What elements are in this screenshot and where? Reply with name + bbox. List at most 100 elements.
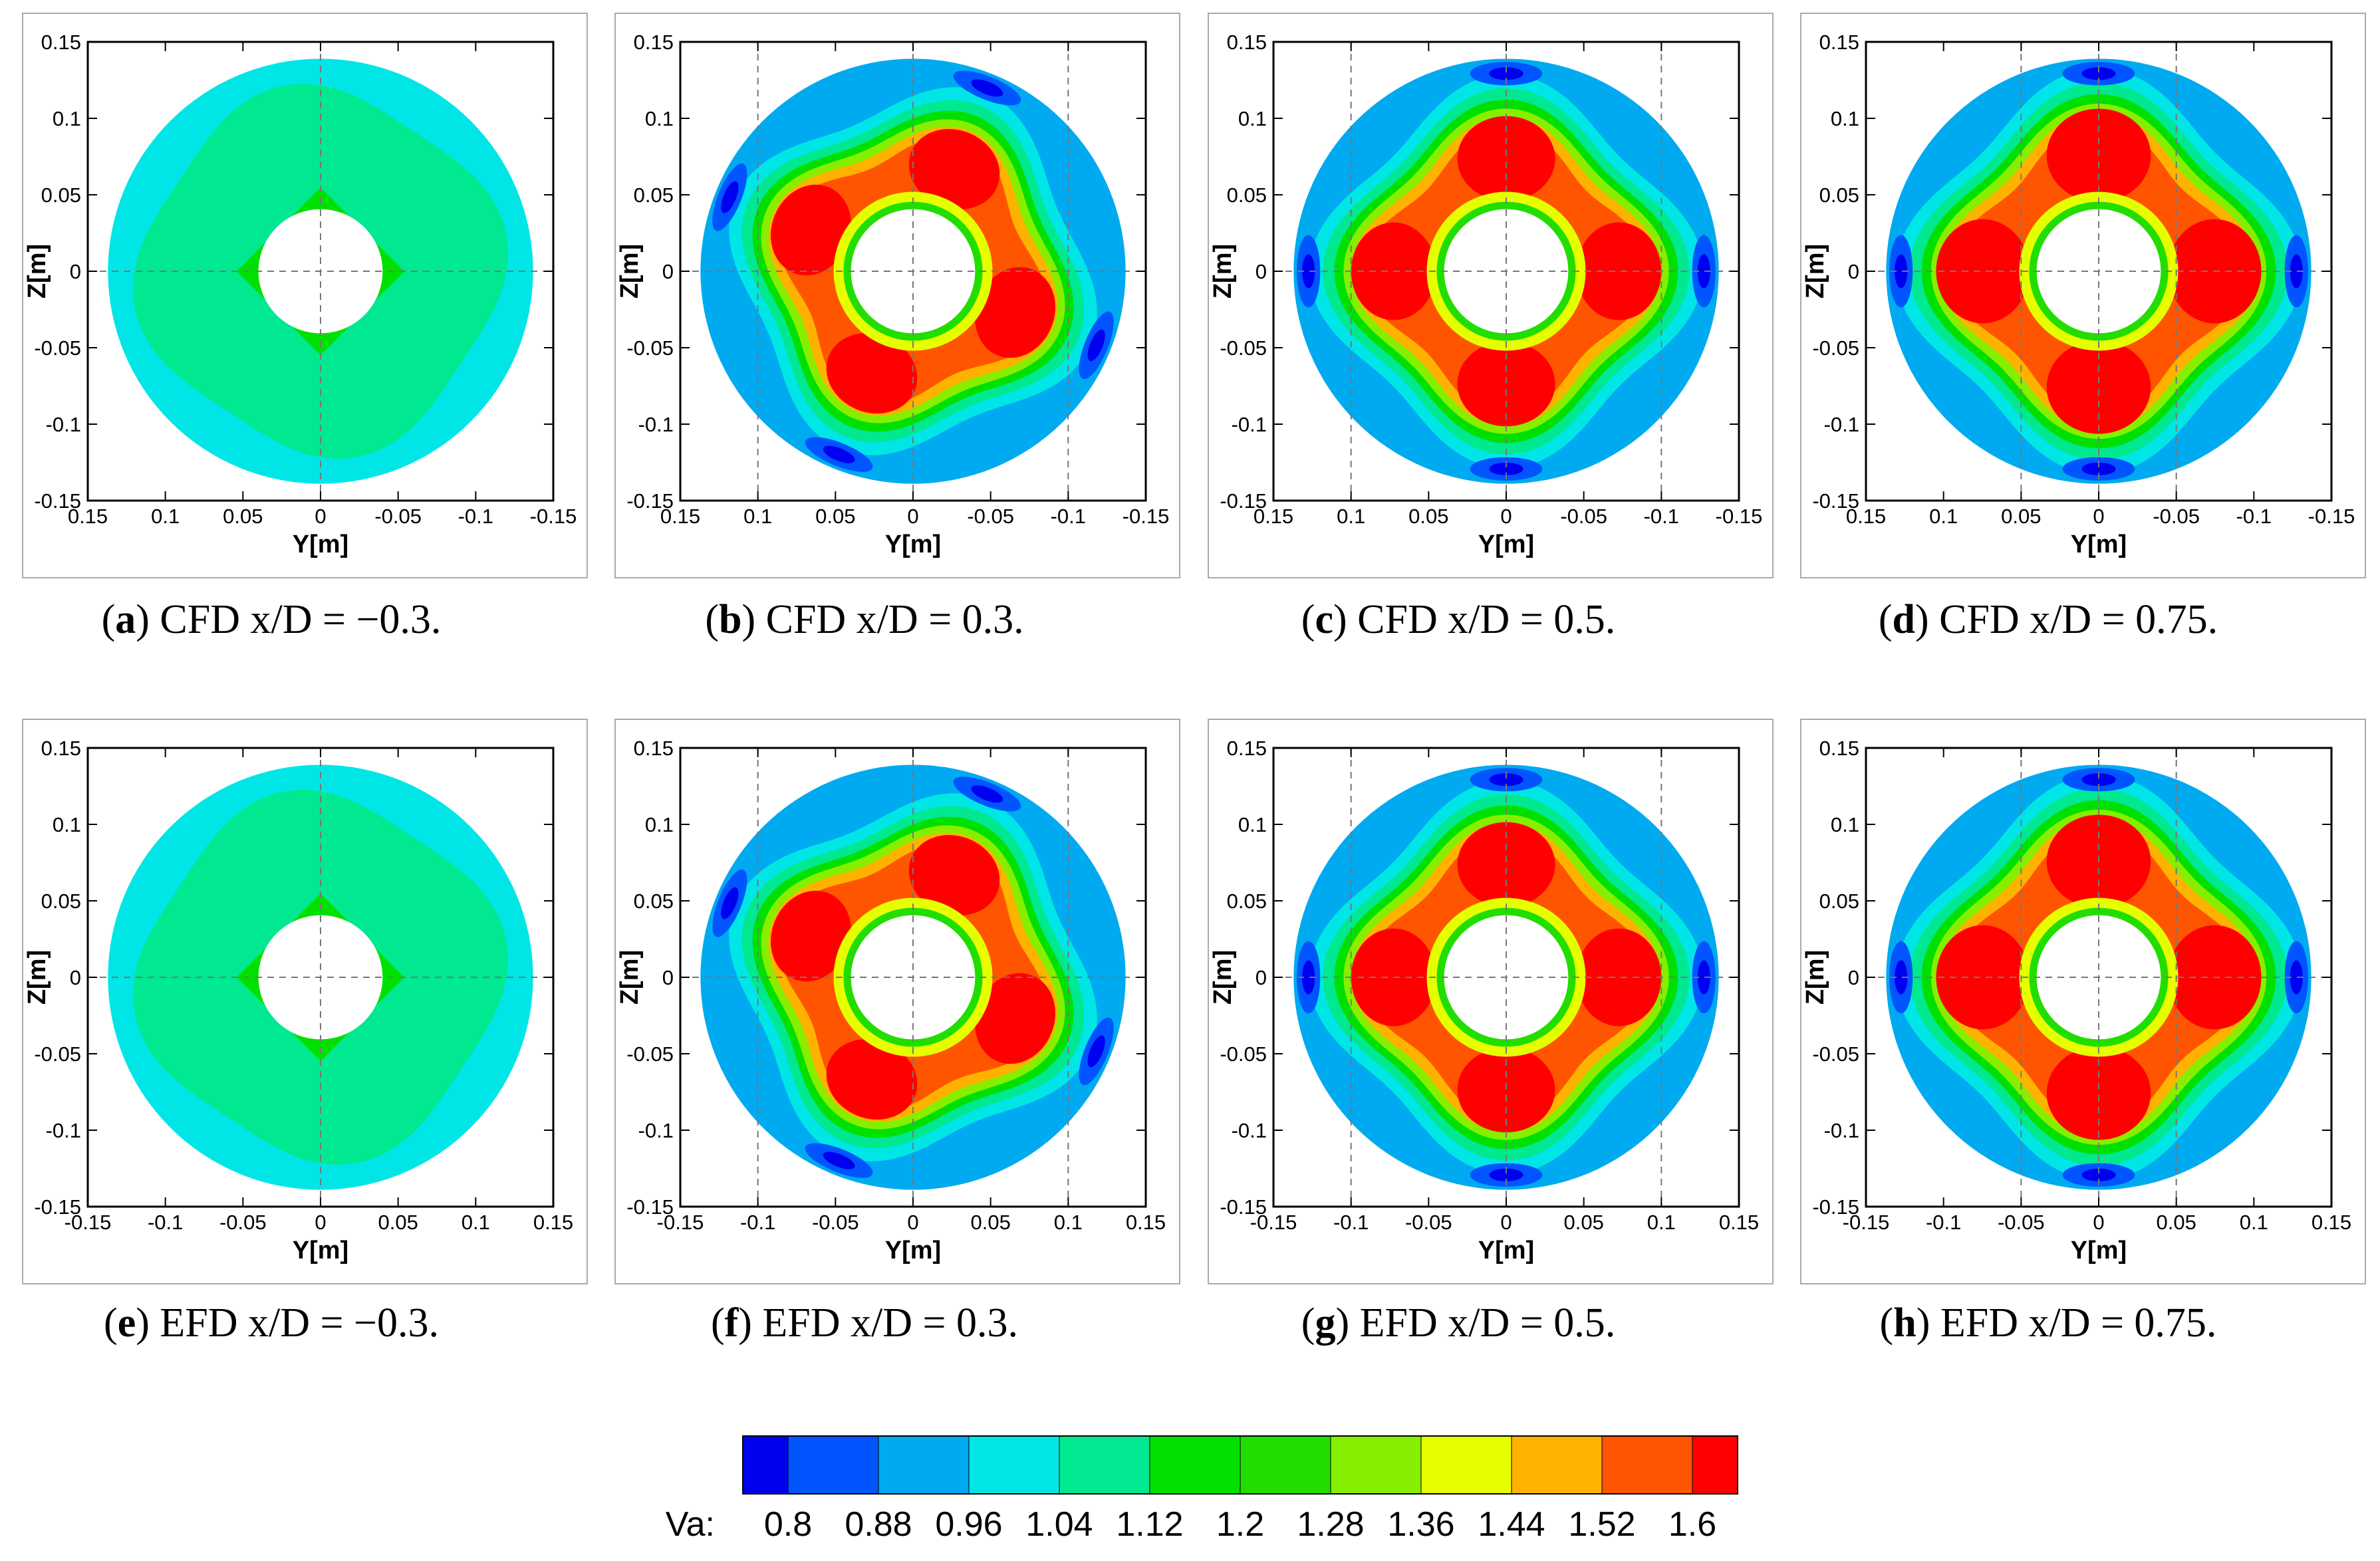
contour-core-1.6 bbox=[1457, 822, 1555, 907]
y-tick-label: -0.1 bbox=[1232, 413, 1267, 436]
y-tick-label: 0.1 bbox=[53, 107, 81, 130]
contour-low-0.8 bbox=[1489, 462, 1523, 475]
y-tick-label: -0.15 bbox=[626, 1195, 674, 1219]
contour-low-0.8 bbox=[2081, 1168, 2116, 1181]
colorbar-tick-label: 1.28 bbox=[1297, 1505, 1364, 1544]
colorbar-tick-label: 1.04 bbox=[1025, 1505, 1093, 1544]
colorbar-swatch bbox=[1150, 1436, 1240, 1494]
colorbar-swatch bbox=[1692, 1436, 1738, 1494]
colorbar-tick-label: 1.52 bbox=[1568, 1505, 1635, 1544]
x-tick-label: -0.05 bbox=[2153, 505, 2200, 528]
panel-e: 0.15 0.1 0.05 0 -0.05 -0.1 -0.15-0.15 -0.1 -0.05… bbox=[22, 719, 588, 1346]
x-tick-label: -0.05 bbox=[1405, 1211, 1452, 1234]
x-tick-label: 0.15 bbox=[660, 505, 700, 528]
y-tick-label: -0.1 bbox=[638, 1119, 674, 1142]
y-tick-label: -0.1 bbox=[46, 413, 81, 436]
y-axis-label: Z[m] bbox=[1209, 244, 1237, 299]
contour-core-1.6 bbox=[771, 890, 851, 982]
x-tick-label: -0.15 bbox=[1123, 505, 1170, 528]
y-tick-label: 0 bbox=[1256, 260, 1267, 283]
caption-letter: g bbox=[1315, 1300, 1335, 1346]
y-tick-label: 0.05 bbox=[41, 183, 81, 207]
x-tick-label: -0.1 bbox=[148, 1211, 183, 1234]
caption-f: (f) EFD x/D = 0.3. bbox=[711, 1300, 1018, 1346]
contour-low-0.8 bbox=[2081, 67, 2116, 80]
colorbar: Va: 0.8 0.88 0.96 1.04 1.12 1.2 1.28 1.36 1.44 1.5… bbox=[666, 1435, 1738, 1544]
x-tick-label: 0.15 bbox=[1719, 1211, 1759, 1234]
x-tick-label: 0 bbox=[315, 505, 326, 528]
y-tick-label: 0.05 bbox=[1227, 183, 1267, 207]
x-tick-label: 0 bbox=[907, 505, 918, 528]
y-tick-label: 0.1 bbox=[1238, 107, 1267, 130]
contour-low-0.8 bbox=[1302, 254, 1315, 289]
x-tick-label: -0.1 bbox=[740, 1211, 775, 1234]
colorbar-swatch bbox=[878, 1436, 969, 1494]
y-tick-label: 0.15 bbox=[1227, 31, 1267, 54]
y-tick-label: -0.15 bbox=[1220, 489, 1267, 513]
y-tick-label: -0.05 bbox=[1812, 336, 1859, 360]
colorbar-swatch bbox=[1602, 1436, 1692, 1494]
contour-low-0.8 bbox=[1895, 254, 1908, 289]
y-tick-label: -0.1 bbox=[1824, 1119, 1859, 1142]
x-axis-label: Y[m] bbox=[2071, 531, 2127, 558]
x-axis-label: Y[m] bbox=[293, 1237, 348, 1264]
x-tick-label: 0 bbox=[315, 1211, 326, 1234]
y-tick-label: 0 bbox=[1256, 966, 1267, 989]
contour-core-1.6 bbox=[1936, 925, 2030, 1030]
contour-low-0.8 bbox=[1489, 773, 1523, 786]
x-tick-label: 0.05 bbox=[970, 1211, 1010, 1234]
colorbar-tick-label: 1.44 bbox=[1478, 1505, 1545, 1544]
y-tick-label: 0.05 bbox=[41, 890, 81, 913]
y-tick-label: -0.15 bbox=[626, 489, 674, 513]
contour-core-1.6 bbox=[1457, 116, 1555, 201]
x-tick-label: -0.15 bbox=[2308, 505, 2355, 528]
x-tick-label: -0.05 bbox=[812, 1211, 859, 1234]
y-tick-label: 0.1 bbox=[645, 107, 674, 130]
x-tick-label: -0.05 bbox=[219, 1211, 267, 1234]
colorbar-swatch bbox=[1421, 1436, 1512, 1494]
y-tick-label: 0 bbox=[70, 966, 81, 989]
contour-core-1.6 bbox=[975, 973, 1055, 1064]
y-tick-label: -0.15 bbox=[1812, 1195, 1859, 1219]
colorbar-tick-label: 1.12 bbox=[1116, 1505, 1183, 1544]
y-tick-label: 0.05 bbox=[634, 183, 674, 207]
y-tick-label: 0.1 bbox=[53, 813, 81, 836]
y-tick-label: 0.05 bbox=[1819, 890, 1859, 913]
x-tick-label: 0.15 bbox=[68, 505, 108, 528]
panel-d: 0.150.10.050-0.05-0.1-0.150.15 0.1 0.05 0 -0… bbox=[1800, 13, 2366, 642]
x-tick-label: 0.05 bbox=[1408, 505, 1448, 528]
contour-core-1.6 bbox=[1457, 1047, 1555, 1133]
colorbar-swatch bbox=[788, 1436, 878, 1494]
y-tick-label: 0.1 bbox=[1831, 813, 1859, 836]
caption-g: (g) EFD x/D = 0.5. bbox=[1301, 1300, 1615, 1346]
caption-c: (c) CFD x/D = 0.5. bbox=[1301, 597, 1615, 642]
caption-letter: e bbox=[118, 1300, 136, 1346]
y-tick-label: 0.1 bbox=[1831, 107, 1859, 130]
y-tick-label: 0 bbox=[662, 966, 674, 989]
y-tick-label: -0.05 bbox=[626, 336, 674, 360]
colorbar-tick-label: 1.6 bbox=[1668, 1505, 1716, 1544]
contour-core-1.6 bbox=[908, 129, 1000, 209]
x-tick-label: 0 bbox=[1500, 505, 1512, 528]
contour-core-1.6 bbox=[1576, 222, 1662, 320]
colorbar-tick-label: 1.36 bbox=[1387, 1505, 1454, 1544]
contour-core-1.6 bbox=[908, 835, 1000, 915]
colorbar-swatch bbox=[969, 1436, 1059, 1494]
x-tick-label: 0.05 bbox=[1563, 1211, 1603, 1234]
contour-low-0.8 bbox=[1697, 254, 1710, 289]
contour-core-1.6 bbox=[771, 184, 851, 276]
x-tick-label: -0.05 bbox=[1998, 1211, 2045, 1234]
y-tick-label: -0.05 bbox=[1220, 336, 1267, 360]
x-axis-label: Y[m] bbox=[293, 531, 348, 558]
y-axis-label: Z[m] bbox=[23, 244, 51, 299]
caption-letter: b bbox=[719, 597, 741, 642]
colorbar-tick-label: 1.2 bbox=[1216, 1505, 1264, 1544]
caption-letter: a bbox=[115, 597, 136, 642]
y-axis-label: Z[m] bbox=[1209, 950, 1237, 1005]
x-tick-label: 0.1 bbox=[151, 505, 180, 528]
x-tick-label: 0.1 bbox=[1929, 505, 1958, 528]
y-tick-label: 0.15 bbox=[634, 31, 674, 54]
x-tick-label: -0.1 bbox=[1926, 1211, 1961, 1234]
x-tick-label: -0.1 bbox=[1333, 1211, 1369, 1234]
